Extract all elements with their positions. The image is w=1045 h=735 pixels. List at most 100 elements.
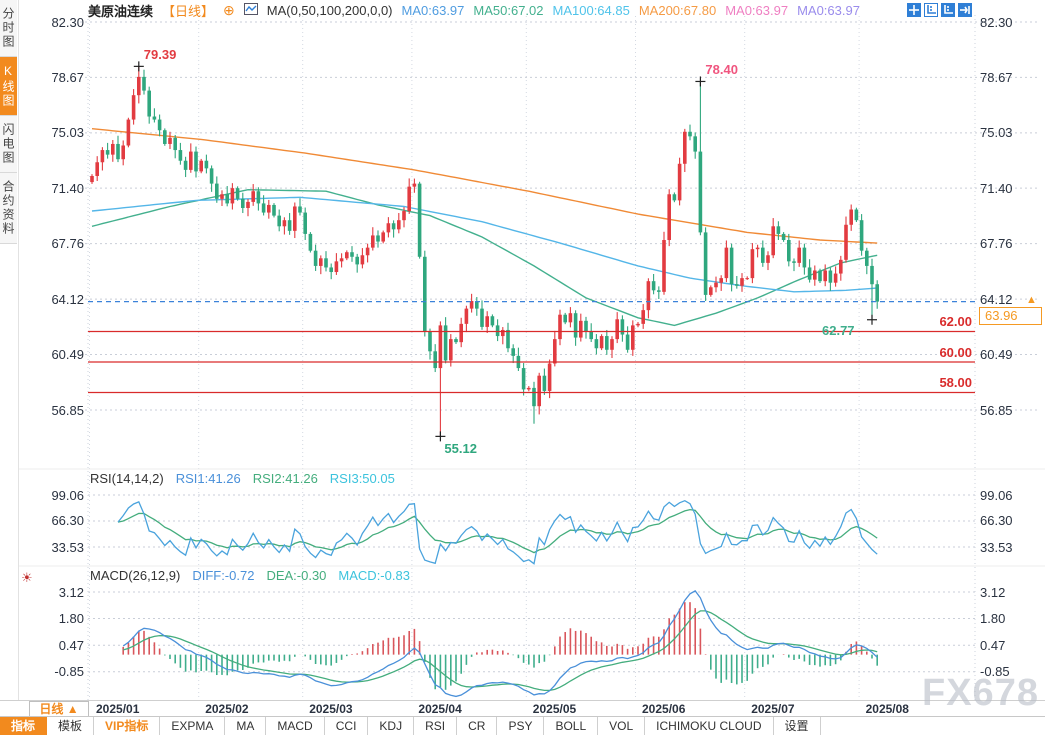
price-annotation: 62.77: [822, 322, 855, 338]
toolbar-item-VIP指标[interactable]: VIP指标: [94, 717, 161, 735]
sidebar-tab-K线图[interactable]: K线图: [0, 57, 17, 116]
price-annotation: 55.12: [444, 441, 477, 457]
rsi-axis-label: 99.06: [51, 487, 84, 503]
indicator-toolbar: 指标 模板 VIP指标 EXPMA MA MACD CCI KDJ RSI CR PSY BOLL VO…: [0, 716, 1045, 735]
price-chart-canvas[interactable]: [0, 0, 1045, 700]
period-label: 日线: [39, 702, 64, 716]
price-scale-icon[interactable]: [924, 3, 938, 17]
y-axis-label: 82.30: [980, 14, 1013, 30]
y-axis-label: 56.85: [51, 402, 84, 418]
toolbar-item-PSY[interactable]: PSY: [497, 717, 545, 735]
toolbar-item-指标[interactable]: 指标: [0, 717, 48, 735]
sidebar-tab-闪电图[interactable]: 闪电图: [0, 116, 17, 173]
toolbar-item-MACD[interactable]: MACD: [266, 717, 325, 735]
period-selector[interactable]: 日线 ▲: [29, 701, 89, 717]
toolbar-item-CCI[interactable]: CCI: [325, 717, 369, 735]
symbol-name: 美原油连续: [88, 4, 154, 19]
indicator-value-label: DEA:-0.30: [266, 568, 327, 583]
ma-legend: MA0:63.97 MA50:67.02 MA100:64.85 MA200:67.8…: [402, 3, 860, 18]
pan-to-latest-icon[interactable]: [958, 3, 972, 17]
chart-type-icon[interactable]: [243, 3, 258, 18]
y-axis-label: 67.76: [51, 236, 84, 252]
timeline-month-label: 2025/02: [205, 702, 249, 716]
y-axis-label: 78.67: [51, 69, 84, 85]
macd-axis-label: 3.12: [58, 584, 84, 600]
toolbar-item-设置[interactable]: 设置: [774, 717, 821, 735]
indicator-value-label: MACD:-0.83: [338, 568, 410, 583]
period-dropdown-arrow-icon: ▲: [66, 702, 79, 716]
timeline-month-label: 2025/07: [751, 702, 795, 716]
macd-axis-label: -0.85: [980, 664, 1010, 680]
timeline-month-label: 2025/03: [309, 702, 353, 716]
macd-axis-label: 1.80: [980, 611, 1006, 626]
sidebar-tab-分时图[interactable]: 分时图: [0, 0, 17, 57]
ma-legend-item: MA200:67.80: [638, 3, 717, 18]
price-annotation: 78.40: [705, 62, 738, 78]
toolbar-item-KDJ[interactable]: KDJ: [368, 717, 415, 735]
toolbar-item-模板[interactable]: 模板: [47, 717, 95, 735]
rsi-panel-header: RSI(14,14,2) RSI1:41.26 RSI2:41.26 RSI3:50…: [90, 471, 395, 486]
timeline-month-label: 2025/04: [418, 702, 462, 716]
ma-legend-item: MA50:67.02: [473, 3, 544, 18]
sidebar-tab-合约资料[interactable]: 合约资料: [0, 173, 17, 244]
scroll-to-latest-icon[interactable]: ▲: [1026, 293, 1037, 306]
price-annotation: 79.39: [143, 47, 177, 63]
toolbar-item-VOL[interactable]: VOL: [598, 717, 646, 735]
indicator-value-label: RSI3:50.05: [329, 471, 395, 486]
rsi-axis-label: 99.06: [980, 487, 1013, 503]
toolbar-item-EXPMA[interactable]: EXPMA: [160, 717, 226, 735]
y-axis-label: 60.49: [51, 347, 84, 362]
macd-axis-label: 3.12: [980, 584, 1006, 600]
indicator-value-label: RSI2:41.26: [252, 471, 318, 486]
y-axis-label: 67.76: [980, 236, 1013, 252]
timeline-row: 日线 ▲ 2025/01 2025/02 2025/03 2025/04 2025/05…: [0, 700, 1045, 717]
macd-panel-header: MACD(26,12,9) DIFF:-0.72 DEA:-0.30 MACD:-0…: [90, 568, 410, 583]
y-axis-label: 71.40: [51, 180, 84, 196]
rsi-title[interactable]: RSI(14,14,2): [90, 471, 164, 486]
rsi-axis-label: 33.53: [980, 539, 1013, 555]
toolbar-item-ICHIMOKU CLOUD[interactable]: ICHIMOKU CLOUD: [645, 717, 774, 735]
chart-window-icons: [907, 3, 972, 17]
toolbar-item-RSI[interactable]: RSI: [414, 717, 458, 735]
indicator-value-label: DIFF:-0.72: [192, 568, 255, 583]
crosshair-icon[interactable]: [907, 3, 921, 17]
macd-axis-label: 0.47: [58, 637, 84, 653]
toolbar-item-CR[interactable]: CR: [457, 717, 498, 735]
chart-header: 美原油连续 【日线】 ⊕ MA(0,50,100,200,0,0) MA0:63…: [88, 2, 860, 19]
macd-axis-label: 0.47: [980, 637, 1006, 653]
timeline-month-label: 2025/05: [532, 702, 577, 716]
y-axis-label: 78.67: [980, 69, 1013, 85]
rsi-axis-label: 66.30: [51, 513, 84, 529]
ma-settings-label[interactable]: MA(0,50,100,200,0,0): [266, 3, 393, 18]
support-level-label: 58.00: [939, 375, 972, 391]
y-axis-label: 64.12: [980, 291, 1013, 307]
support-level-label: 62.00: [939, 314, 972, 330]
timeline-month-label: 2025/01: [96, 702, 140, 716]
y-axis-label: 82.30: [51, 14, 84, 30]
toolbar-item-MA[interactable]: MA: [225, 717, 267, 735]
macd-title[interactable]: MACD(26,12,9): [90, 568, 181, 583]
y-axis-label: 75.03: [51, 125, 84, 141]
ma-legend-item: MA0:63.97: [797, 3, 860, 18]
y-axis-label: 71.40: [980, 180, 1013, 196]
rsi-axis-label: 33.53: [51, 539, 84, 555]
indicator-settings-icon[interactable]: ☀: [21, 570, 33, 585]
timeline-month-label: 2025/08: [865, 702, 909, 716]
toolbar-item-BOLL[interactable]: BOLL: [544, 717, 599, 735]
ma-legend-item: MA0:63.97: [401, 3, 465, 18]
price-scale-active-icon[interactable]: [941, 3, 955, 17]
support-level-label: 60.00: [939, 344, 972, 360]
ma-legend-item: MA100:64.85: [552, 3, 630, 18]
macd-axis-label: -0.85: [54, 664, 84, 680]
add-indicator-icon[interactable]: ⊕: [223, 2, 235, 18]
period-tag[interactable]: 【日线】: [162, 4, 215, 19]
last-price-tag: 63.96: [979, 306, 1042, 325]
y-axis-label: 56.85: [980, 402, 1013, 418]
ma-legend-item: MA0:63.97: [725, 3, 789, 18]
timeline-month-label: 2025/06: [642, 702, 686, 716]
y-axis-label: 60.49: [980, 347, 1013, 362]
chart-mode-sidebar: 分时图 K线图 闪电图 合约资料: [0, 0, 19, 700]
macd-axis-label: 1.80: [58, 611, 84, 626]
y-axis-label: 75.03: [980, 125, 1013, 141]
